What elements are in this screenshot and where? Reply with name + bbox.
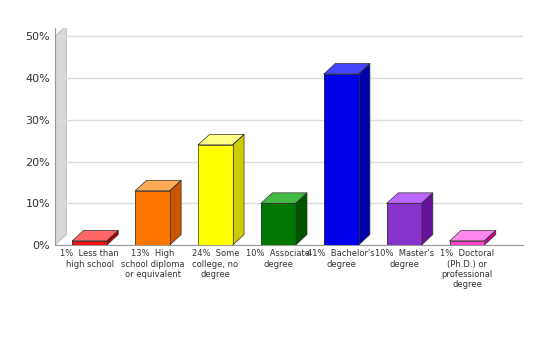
Polygon shape (55, 36, 522, 245)
Polygon shape (107, 230, 118, 245)
Polygon shape (421, 193, 433, 245)
Polygon shape (261, 193, 307, 203)
Polygon shape (170, 180, 181, 245)
Polygon shape (485, 230, 496, 245)
Polygon shape (324, 74, 359, 245)
Polygon shape (450, 230, 496, 241)
Polygon shape (55, 26, 67, 245)
Polygon shape (296, 193, 307, 245)
Polygon shape (72, 230, 118, 241)
Polygon shape (450, 241, 485, 245)
Polygon shape (135, 191, 170, 245)
Polygon shape (72, 241, 107, 245)
Polygon shape (359, 63, 370, 245)
Polygon shape (261, 203, 296, 245)
Polygon shape (387, 203, 421, 245)
Polygon shape (387, 193, 433, 203)
Polygon shape (135, 180, 181, 191)
Polygon shape (198, 134, 244, 145)
Polygon shape (198, 145, 233, 245)
Polygon shape (324, 63, 370, 74)
Polygon shape (233, 134, 244, 245)
